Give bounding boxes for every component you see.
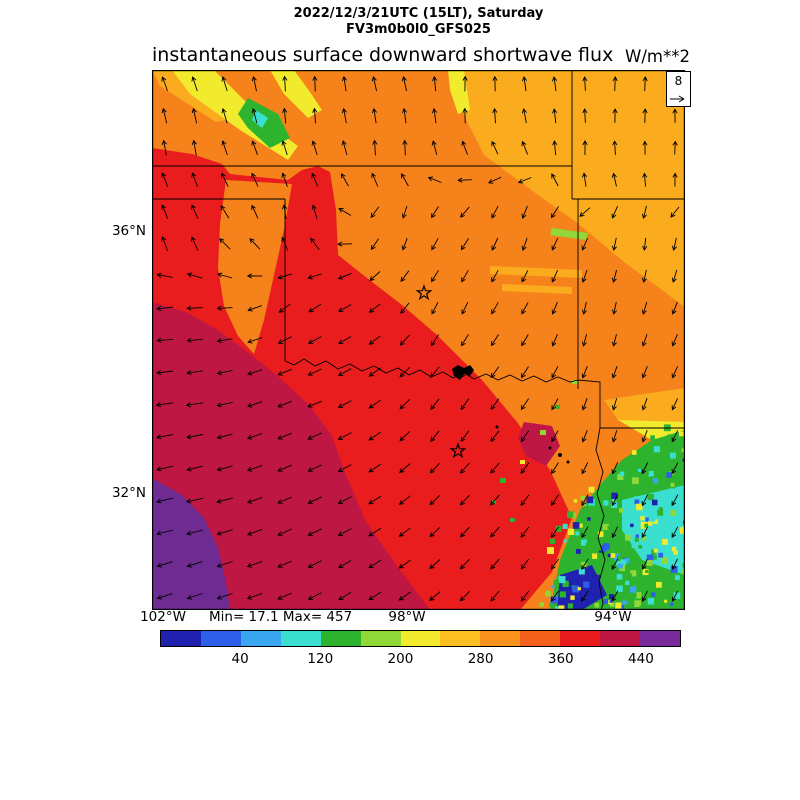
colorbar-cell xyxy=(560,631,601,646)
minmax-label: Min= 17.1 Max= 457 xyxy=(209,609,353,625)
colorbar-cell xyxy=(280,631,321,646)
region-purple-corner xyxy=(152,478,230,610)
city-star-marker xyxy=(449,442,467,459)
y-tick-label: 32°N xyxy=(111,485,146,501)
region-navy-patch-se xyxy=(557,565,607,610)
colorbar-tick-label: 360 xyxy=(547,651,574,667)
colorbar-tick-label: 120 xyxy=(307,651,334,667)
x-tick-label: 102°W xyxy=(140,609,186,625)
region-ygreen-sliver-ne xyxy=(550,228,588,240)
wind-reference-box: 8 xyxy=(666,71,691,107)
isolated-cloud-specks xyxy=(492,380,578,522)
region-yellow-streak-top xyxy=(448,70,470,114)
colorbar-cell xyxy=(520,631,561,646)
units-label: W/m**2 xyxy=(625,47,690,66)
colorbar-cell xyxy=(320,631,361,646)
map-frame xyxy=(152,70,685,610)
colorbar-tick-label: 440 xyxy=(628,651,654,667)
city-star-marker xyxy=(415,284,433,301)
colorbar-cell xyxy=(600,631,641,646)
wind-arrows xyxy=(155,75,680,602)
wind-reference-value: 8 xyxy=(674,74,683,88)
colorbar-cell xyxy=(360,631,401,646)
region-amber-streak-mid-1 xyxy=(490,266,582,278)
region-yellow-streak-2 xyxy=(270,70,322,118)
colorbar xyxy=(160,630,681,647)
datetime-title: 2022/12/3/21UTC (15LT), Saturday xyxy=(293,6,544,21)
wind-reference-arrow-icon xyxy=(670,95,685,103)
colorbar-tick-label: 200 xyxy=(387,651,414,667)
region-amber-streak-mid-2 xyxy=(502,284,572,294)
y-tick-label: 36°N xyxy=(111,223,146,239)
colorbar-cell xyxy=(240,631,281,646)
region-orange-notch xyxy=(218,180,292,354)
lakes xyxy=(452,365,570,464)
model-title: FV3m0b0l0_GFS025 xyxy=(346,22,491,37)
region-cyan-speck-topleft xyxy=(252,110,268,128)
cloud-speckles xyxy=(539,424,685,610)
colorbar-tick-label: 280 xyxy=(467,651,494,667)
map-svg xyxy=(152,70,685,610)
colorbar-cell xyxy=(400,631,441,646)
colorbar-tick-label: 40 xyxy=(231,651,249,667)
chart-title: instantaneous surface downward shortwave… xyxy=(152,44,614,66)
state-borders xyxy=(152,70,685,610)
colorbar-cell xyxy=(161,631,201,646)
field-regions xyxy=(152,70,685,610)
colorbar-cell xyxy=(440,631,481,646)
colorbar-cell xyxy=(640,631,680,646)
city-star-markers xyxy=(415,284,467,459)
region-crimson-patch-east xyxy=(518,422,560,466)
colorbar-cell xyxy=(200,631,241,646)
x-tick-label: 98°W xyxy=(388,609,426,625)
colorbar-cell xyxy=(480,631,521,646)
x-tick-label: 94°W xyxy=(594,609,632,625)
